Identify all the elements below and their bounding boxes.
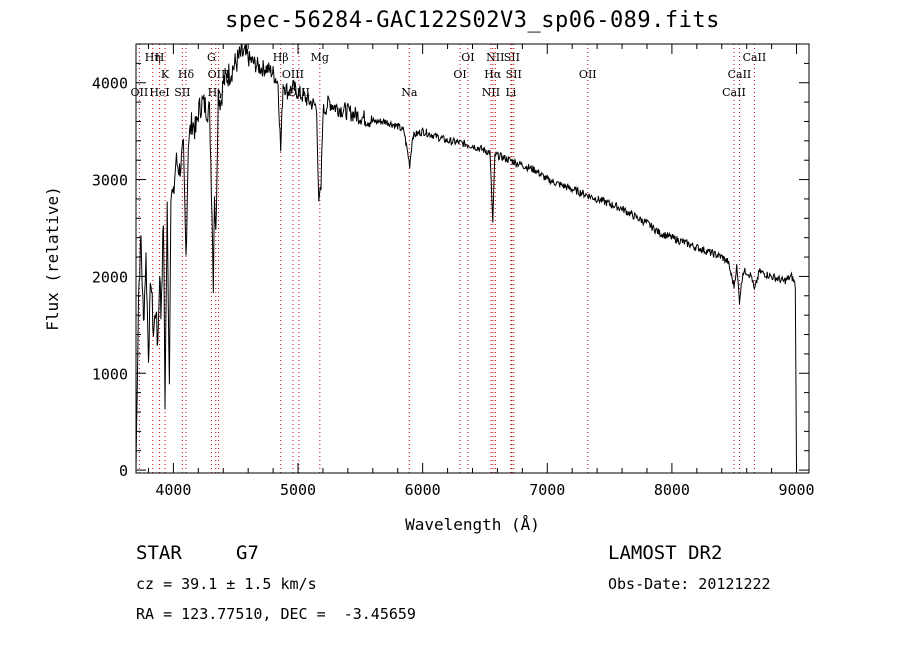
spectral-line-label: Mg [311,51,329,64]
chart-title: spec-56284-GAC122S02V3_sp06-089.fits [225,8,720,33]
spectral-line-label: NII [482,86,500,99]
spectral-line-label: Hα [484,68,502,81]
y-axis-label: Flux (relative) [43,186,62,331]
spectral-line-label: G [207,51,216,64]
survey-name: LAMOST DR2 [608,542,723,564]
x-tick-label: 7000 [529,481,565,499]
spectral-line-label: OIII [288,86,310,99]
spectrum-series [135,43,797,471]
spectral-line-label: Hβ [273,51,289,64]
spectral-line-label: CaII [743,51,767,64]
spectral-line-label: Hδ [178,68,195,81]
spectral-line-label: Na [401,86,418,99]
spectral-line-label: SII [506,68,522,81]
y-tick-label: 1000 [92,365,128,383]
spectral-line-label: OII [131,86,149,99]
x-tick-label: 6000 [405,481,441,499]
spectral-line-label: K [161,68,170,81]
spectral-line-label: NII [486,51,504,64]
x-axis-label: Wavelength (Å) [405,515,540,534]
spectral-line-label: CaII [728,68,752,81]
spectral-line-label: SII [504,51,520,64]
obs-date-text: Obs-Date: 20121222 [608,575,771,593]
spectral-line-label: OI [461,51,474,64]
spectral-line-label: Hη [145,51,161,64]
axis-labels: Wavelength (Å) Flux (relative) [43,186,540,534]
spectral-line-label: SII [174,86,190,99]
spectral-line-label: Hγ [208,86,225,99]
spectral-line-label: CaII [722,86,746,99]
x-tick-label: 4000 [155,481,191,499]
axis-ticks: 4000 5000 6000 7000 8000 9000 0 1000 2000 3000 400… [92,43,815,499]
spectral-line-label: OI [453,68,466,81]
spectrum-line [135,43,797,471]
object-type: STAR [136,542,182,564]
spectral-subclass: G7 [236,542,259,564]
x-tick-label: 8000 [654,481,690,499]
spectral-line-label: Li [505,86,516,99]
spectral-line-label: H [155,51,165,64]
spectral-line-label: OII [579,68,597,81]
y-tick-label: 3000 [92,172,128,190]
spectral-line-label: HeI [149,86,169,99]
x-tick-label: 5000 [280,481,316,499]
y-tick-label: 2000 [92,268,128,286]
y-tick-label: 0 [119,462,128,480]
y-tick-label: 4000 [92,75,128,93]
coordinates-text: RA = 123.77510, DEC = -3.45659 [136,605,416,623]
spectral-line-label: OIII [282,68,304,81]
x-tick-label: 9000 [778,481,814,499]
plot-frame [135,43,810,474]
redshift-text: cz = 39.1 ± 1.5 km/s [136,575,317,593]
